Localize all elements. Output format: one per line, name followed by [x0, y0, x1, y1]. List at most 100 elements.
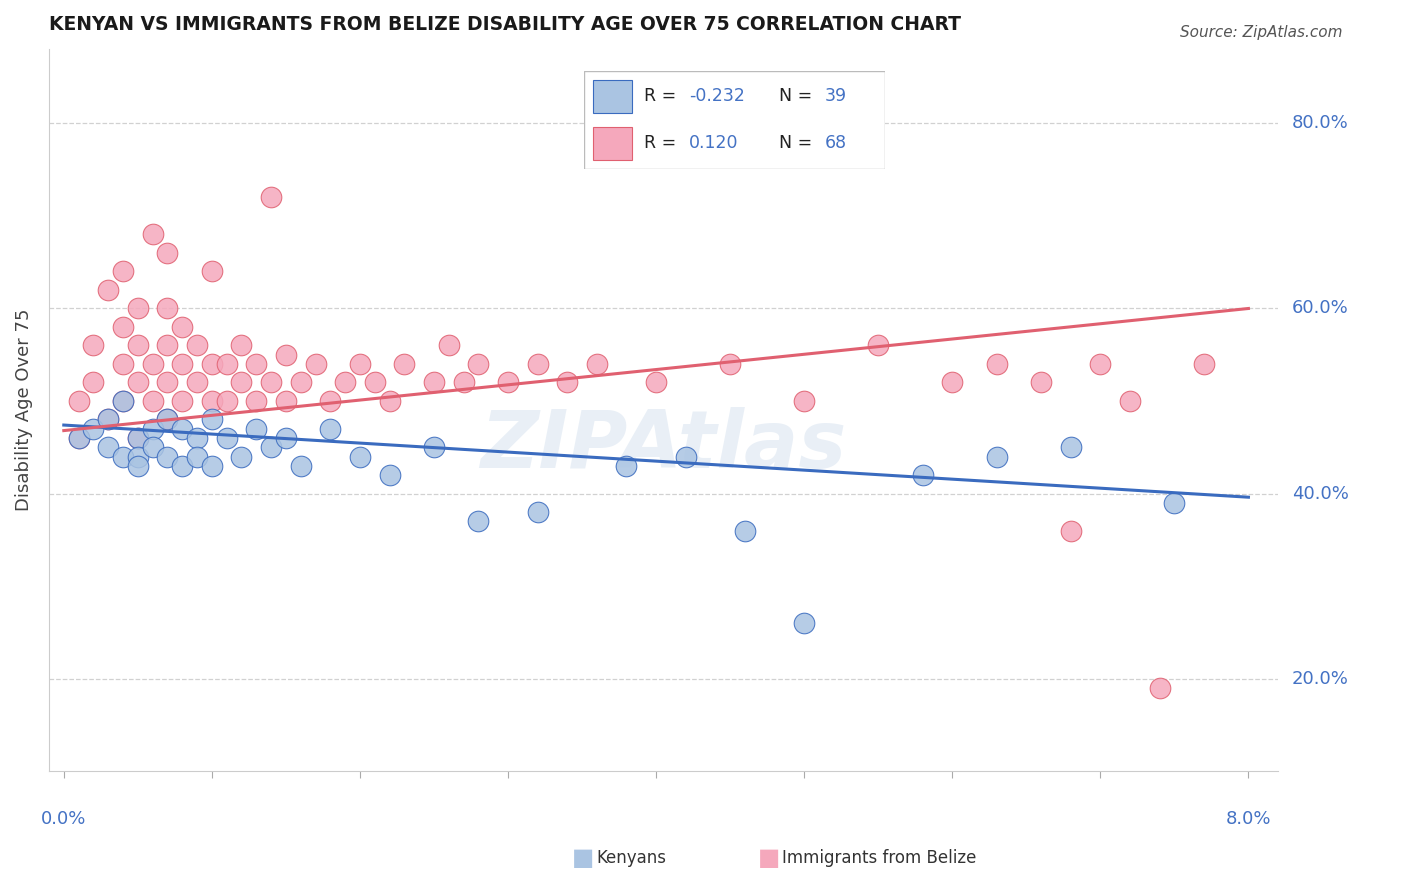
Point [245, 357, 267, 371]
Point [245, 394, 267, 409]
Point [142, 227, 165, 242]
Point [111, 320, 134, 334]
Point [423, 376, 446, 390]
Point [97, 440, 120, 454]
Point [127, 458, 149, 473]
Point [645, 376, 668, 390]
Point [231, 338, 253, 352]
Point [1163, 496, 1185, 510]
Point [260, 376, 283, 390]
Text: Kenyans: Kenyans [596, 849, 666, 867]
Point [172, 458, 194, 473]
Point [378, 468, 401, 483]
Point [201, 458, 224, 473]
Point [911, 468, 934, 483]
Point [127, 431, 149, 445]
Point [82, 376, 104, 390]
Point [245, 422, 267, 436]
Point [201, 412, 224, 426]
Point [156, 338, 179, 352]
Point [1119, 394, 1142, 409]
Point [111, 357, 134, 371]
Text: ZIPAtlas: ZIPAtlas [481, 408, 846, 485]
Point [67, 394, 90, 409]
Point [156, 376, 179, 390]
Point [215, 431, 238, 445]
Point [260, 190, 283, 204]
Point [97, 412, 120, 426]
Point [186, 431, 208, 445]
Text: ■: ■ [758, 847, 780, 870]
Point [127, 450, 149, 464]
Point [526, 357, 548, 371]
Point [142, 440, 165, 454]
Y-axis label: Disability Age Over 75: Disability Age Over 75 [15, 309, 32, 511]
Point [127, 301, 149, 316]
Point [82, 338, 104, 352]
Point [453, 376, 475, 390]
Point [67, 431, 90, 445]
Point [142, 422, 165, 436]
Point [734, 524, 756, 538]
Point [290, 376, 312, 390]
Text: 40.0%: 40.0% [1292, 484, 1348, 502]
Point [616, 458, 638, 473]
Point [941, 376, 963, 390]
Point [260, 440, 283, 454]
Point [172, 422, 194, 436]
Point [172, 394, 194, 409]
Point [172, 320, 194, 334]
Point [67, 431, 90, 445]
Point [97, 412, 120, 426]
Point [586, 357, 609, 371]
Point [201, 394, 224, 409]
Point [156, 301, 179, 316]
Point [82, 422, 104, 436]
Point [127, 376, 149, 390]
Point [172, 357, 194, 371]
Point [868, 338, 890, 352]
Point [111, 264, 134, 278]
Point [156, 412, 179, 426]
Point [186, 338, 208, 352]
Point [186, 376, 208, 390]
Point [1060, 524, 1083, 538]
Point [274, 394, 297, 409]
Point [986, 357, 1008, 371]
Text: 80.0%: 80.0% [1292, 114, 1348, 132]
Point [304, 357, 326, 371]
Point [349, 357, 371, 371]
Point [215, 357, 238, 371]
Point [142, 394, 165, 409]
Text: KENYAN VS IMMIGRANTS FROM BELIZE DISABILITY AGE OVER 75 CORRELATION CHART: KENYAN VS IMMIGRANTS FROM BELIZE DISABIL… [49, 15, 960, 34]
Point [111, 394, 134, 409]
Point [1029, 376, 1052, 390]
Point [156, 246, 179, 260]
Point [526, 505, 548, 519]
Point [364, 376, 387, 390]
Point [97, 283, 120, 297]
Point [156, 450, 179, 464]
Text: 60.0%: 60.0% [1292, 300, 1348, 318]
Point [1090, 357, 1112, 371]
Point [127, 431, 149, 445]
Text: 0.0%: 0.0% [41, 810, 86, 828]
Point [675, 450, 697, 464]
Text: 20.0%: 20.0% [1292, 670, 1348, 688]
Point [793, 394, 815, 409]
Point [201, 264, 224, 278]
Text: Immigrants from Belize: Immigrants from Belize [782, 849, 976, 867]
Point [467, 357, 489, 371]
Point [127, 338, 149, 352]
Point [111, 394, 134, 409]
Text: ■: ■ [572, 847, 595, 870]
Point [394, 357, 416, 371]
Point [437, 338, 460, 352]
Point [467, 514, 489, 528]
Point [201, 357, 224, 371]
Point [274, 348, 297, 362]
Point [986, 450, 1008, 464]
Point [1192, 357, 1215, 371]
Point [290, 458, 312, 473]
Point [1060, 440, 1083, 454]
